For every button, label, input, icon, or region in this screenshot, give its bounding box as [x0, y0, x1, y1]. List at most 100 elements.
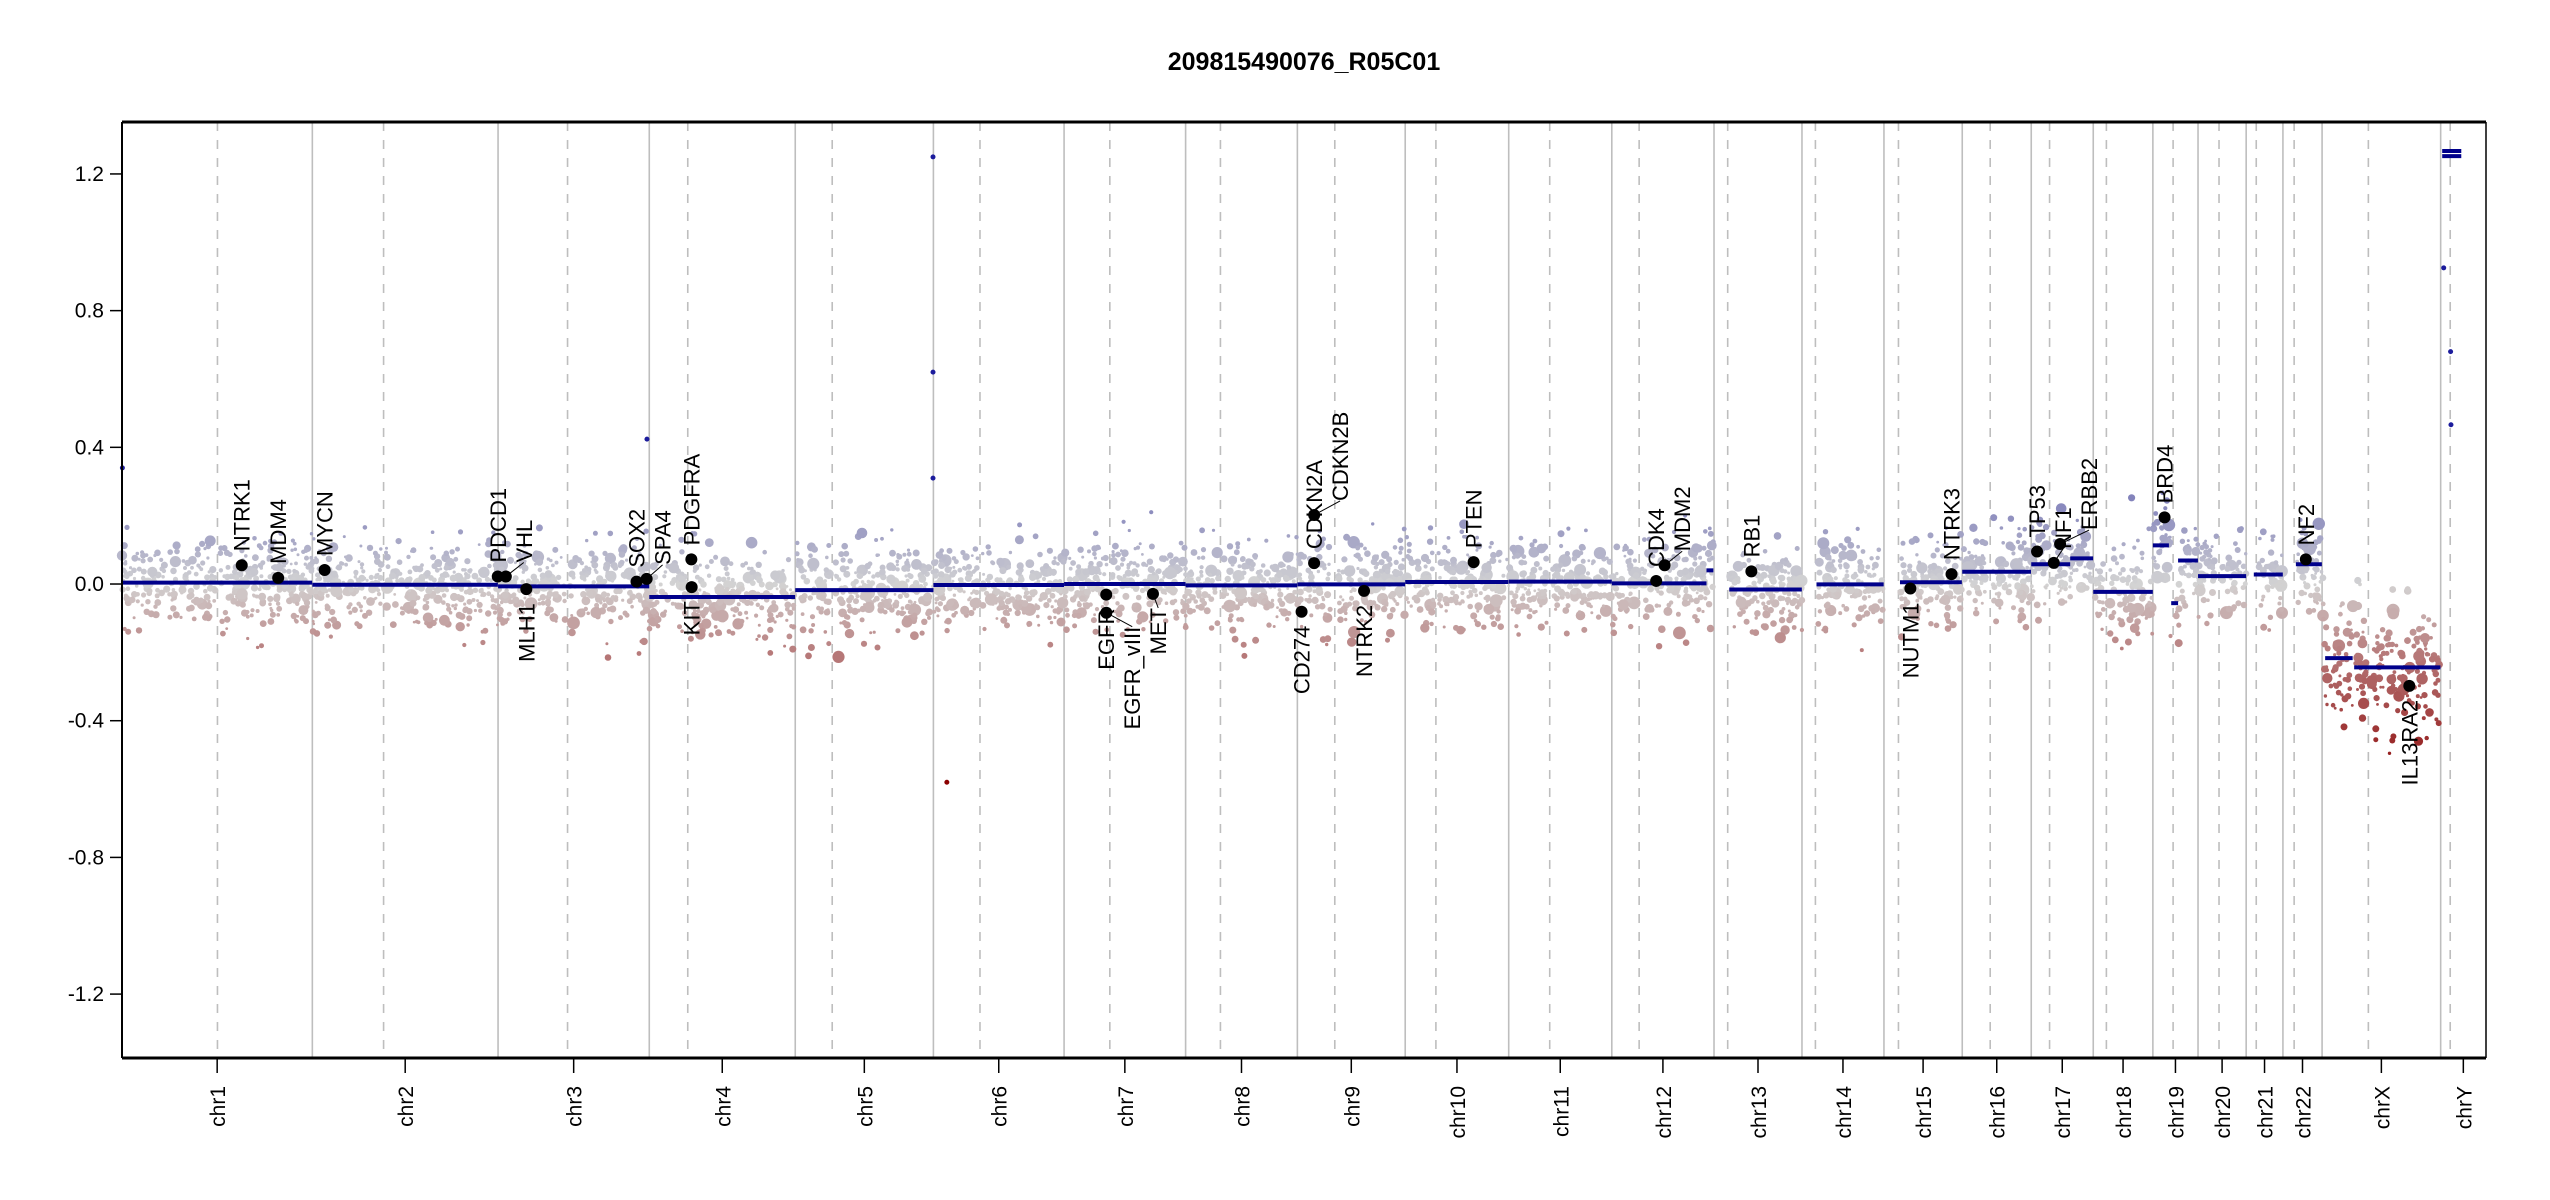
probe-point — [276, 587, 283, 593]
probe-point — [225, 564, 231, 570]
probe-point — [345, 554, 353, 562]
probe-point — [1578, 550, 1584, 556]
probe-point — [303, 599, 311, 606]
probe-point — [1944, 625, 1952, 632]
probe-point — [434, 617, 438, 621]
probe-point — [1049, 592, 1056, 599]
probe-point — [544, 570, 553, 578]
probe-point — [1857, 559, 1863, 565]
probe-point — [1401, 557, 1406, 562]
probe-point — [2379, 685, 2383, 689]
probe-point — [1341, 556, 1348, 563]
probe-point — [1745, 600, 1752, 607]
probe-point — [1586, 593, 1591, 598]
probe-point — [843, 570, 851, 578]
probe-point — [1072, 623, 1078, 629]
probe-point — [2111, 546, 2117, 552]
probe-point — [2075, 543, 2081, 549]
probe-point — [570, 614, 574, 617]
probe-point — [1252, 602, 1257, 608]
probe-point — [537, 567, 543, 573]
probe-point — [1923, 598, 1930, 605]
probe-point — [970, 554, 974, 557]
probe-point — [1533, 595, 1538, 599]
probe-point — [757, 634, 761, 638]
probe-point — [584, 573, 589, 578]
probe-point — [463, 568, 467, 572]
probe-point — [2007, 583, 2012, 588]
probe-point — [1615, 571, 1619, 576]
probe-point — [2083, 585, 2090, 591]
probe-point — [480, 639, 486, 646]
probe-point — [522, 550, 529, 558]
probe-point — [1071, 612, 1078, 619]
probe-point — [2233, 582, 2237, 586]
probe-point — [1475, 542, 1483, 550]
probe-point — [799, 626, 807, 634]
probe-point — [670, 601, 675, 606]
probe-point — [159, 557, 164, 563]
probe-point — [1501, 573, 1506, 578]
probe-point — [1489, 594, 1503, 607]
probe-point — [949, 571, 956, 578]
probe-point — [2048, 576, 2057, 586]
probe-point — [635, 556, 639, 561]
probe-point — [1647, 585, 1654, 593]
probe-point — [794, 551, 800, 557]
probe-point — [2178, 594, 2186, 602]
probe-point — [658, 582, 663, 587]
probe-point — [1326, 571, 1331, 577]
probe-point — [1496, 549, 1503, 557]
probe-point — [1642, 537, 1647, 542]
probe-point — [1519, 602, 1527, 610]
probe-point — [476, 599, 479, 603]
probe-point — [2313, 566, 2320, 573]
probe-point — [1002, 609, 1010, 616]
probe-point — [2224, 565, 2231, 572]
probe-point — [2185, 572, 2192, 579]
probe-point — [1424, 590, 1430, 596]
probe-point — [259, 620, 267, 627]
probe-point — [1104, 562, 1109, 567]
probe-point — [1416, 583, 1422, 589]
probe-point — [2214, 535, 2219, 539]
probe-point — [1509, 590, 1514, 596]
gene-label: SPA4 — [651, 510, 676, 565]
probe-point — [1897, 588, 1905, 596]
probe-point — [1915, 616, 1921, 621]
probe-point — [678, 583, 683, 588]
probe-point — [183, 566, 187, 570]
probe-point — [1795, 574, 1808, 587]
probe-point — [2233, 541, 2238, 546]
gene-label: BRD4 — [2153, 445, 2178, 504]
probe-point — [376, 588, 381, 593]
probe-point — [1570, 592, 1580, 602]
probe-point — [1655, 643, 1663, 650]
probe-point — [1849, 594, 1854, 599]
probe-point — [816, 605, 821, 611]
probe-point — [1276, 606, 1279, 609]
probe-point — [1706, 624, 1715, 633]
probe-point — [610, 579, 615, 583]
probe-point — [471, 572, 479, 580]
probe-point — [2055, 503, 2067, 514]
probe-point — [1199, 569, 1204, 575]
probe-point — [2406, 670, 2411, 675]
probe-point — [1430, 597, 1436, 603]
probe-point — [1381, 608, 1385, 612]
probe-point — [1474, 593, 1479, 598]
probe-point — [1282, 551, 1294, 563]
probe-point — [2279, 583, 2284, 588]
probe-point — [1294, 535, 1299, 540]
probe-point — [2080, 545, 2084, 550]
probe-point — [2426, 617, 2432, 623]
probe-point — [1186, 607, 1194, 615]
probe-point — [854, 571, 858, 575]
probe-point — [1676, 594, 1681, 599]
probe-point — [199, 540, 206, 548]
probe-point — [1541, 575, 1545, 579]
probe-point — [1673, 626, 1686, 640]
probe-point — [1224, 575, 1232, 583]
probe-point — [2296, 552, 2300, 556]
